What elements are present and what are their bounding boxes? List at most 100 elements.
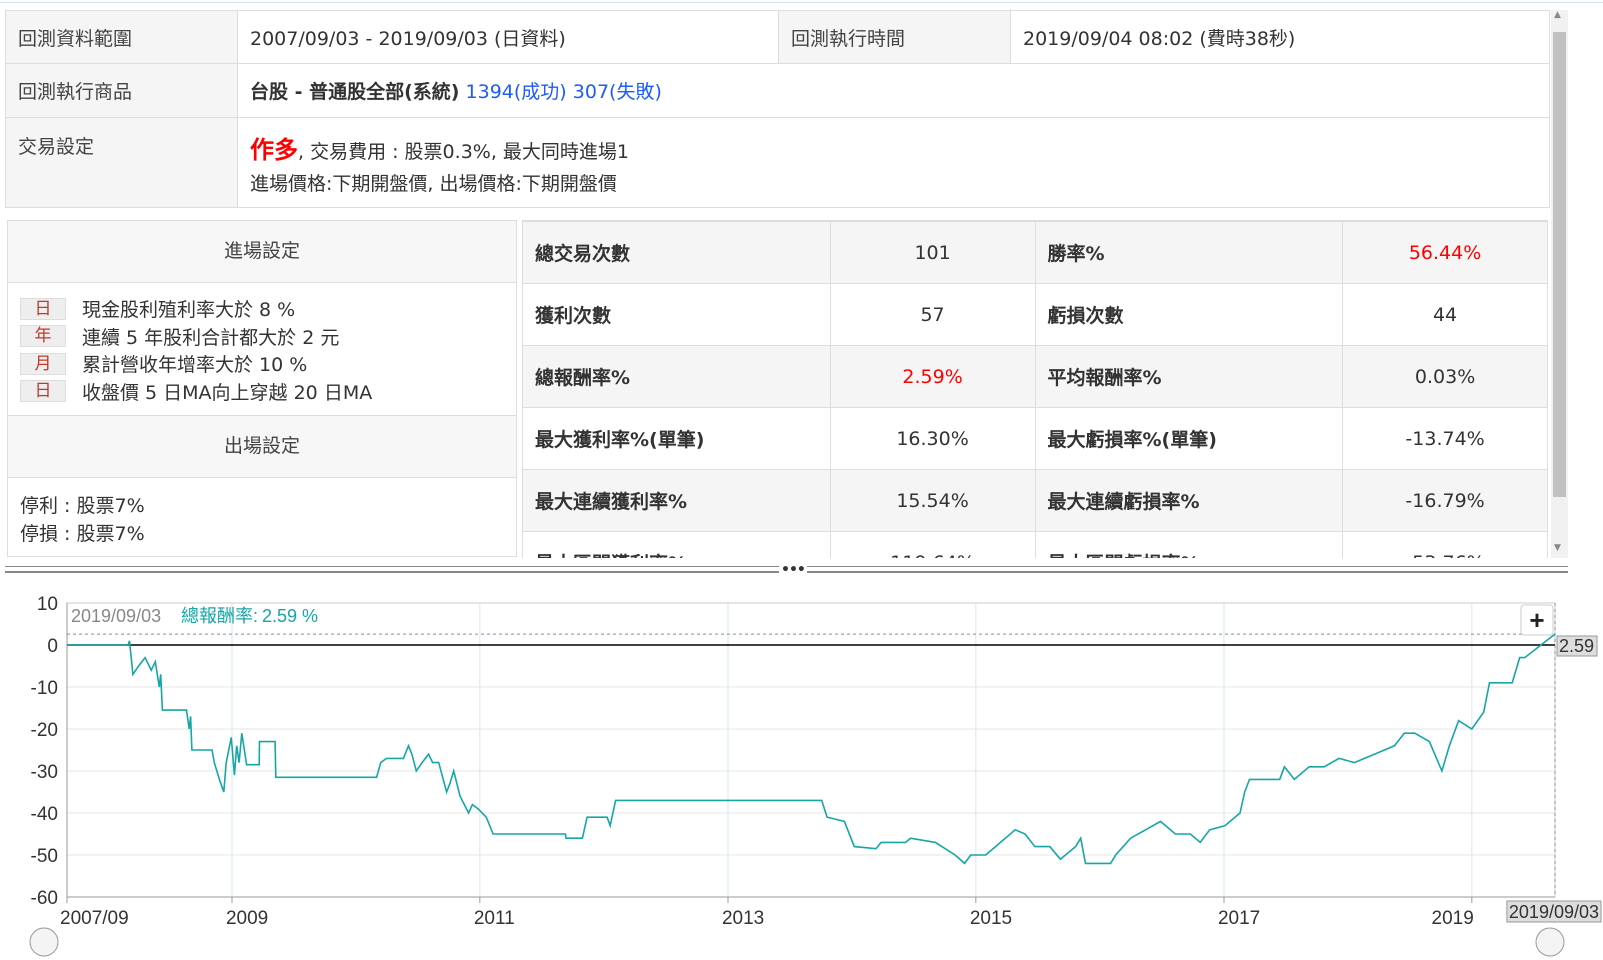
y-tick-label: -30 [31,762,58,783]
condition-item: 月累計營收年增率大於 10 % [8,350,516,378]
frequency-badge: 日 [20,297,66,320]
trade-value: 作多, 交易費用 : 股票0.3%, 最大同時進場1 進場價格:下期開盤價, 出… [237,117,1550,208]
crosshair-date-label: 2019/09/03 [1509,902,1599,922]
stat-value: 57 [829,283,1036,346]
drag-handle-icon[interactable]: ••• [779,562,807,578]
fail-link[interactable]: 307(失敗) [572,81,662,103]
trade-line2: 進場價格:下期開盤價, 出場價格:下期開盤價 [250,172,617,195]
product-name: 台股 - 普通股全部(系統) [250,81,460,103]
product-label: 回測執行商品 [5,63,238,118]
exit-conditions: 停利 : 股票7% 停損 : 股票7% [8,478,516,562]
stats-row: 最大區間獲利率%119.64%最大區間虧損率%-53.76% [522,531,1548,558]
condition-text: 累計營收年增率大於 10 % [82,354,308,377]
x-tick-label: 2013 [722,908,764,929]
y-tick-label: 0 [47,636,58,657]
range-value: 2007/09/03 - 2019/09/03 (日資料) [237,10,779,64]
last-value-label: 2.59 [1559,636,1594,656]
tooltip-date: 2019/09/03 [71,606,161,626]
stat-label: 平均報酬率% [1034,345,1344,408]
trade-direction: 作多 [250,135,298,164]
stat-label: 勝率% [1034,221,1344,284]
x-tick-label: 2011 [474,908,515,929]
entry-conditions: 日現金股利殖利率大於 8 % 年連續 5 年股利合計都大於 2 元 月累計營收年… [8,283,516,416]
x-tick-label: 2007/09 [60,908,129,929]
stat-value: 15.54% [829,469,1036,532]
stats-row: 總交易次數 101 勝率% 56.44% [522,221,1548,284]
top-border [0,0,1603,3]
y-tick-label: -40 [31,804,58,825]
stat-label: 最大連續獲利率% [522,469,831,532]
stat-label: 總報酬率% [522,345,831,408]
stat-label: 最大區間獲利率% [522,531,831,558]
stats-row: 最大連續獲利率% 15.54% 最大連續虧損率% -16.79% [522,469,1548,532]
zoom-button[interactable]: + [1520,604,1554,636]
product-value: 台股 - 普通股全部(系統) 1394(成功) 307(失敗) [237,63,1550,118]
y-tick-label: -20 [31,720,58,741]
condition-text: 現金股利殖利率大於 8 % [82,299,296,322]
y-tick-label: 10 [37,594,58,615]
tooltip-value: 2.59 % [262,606,318,626]
stat-label: 獲利次數 [522,283,831,346]
navigator-left-handle[interactable] [29,927,59,957]
entry-title: 進場設定 [8,221,516,283]
stat-label: 總交易次數 [522,221,831,284]
stat-value: 56.44% [1342,221,1548,284]
x-tick-label: 2015 [970,908,1012,929]
last-value-tag: 2.59 [1556,635,1598,657]
tooltip-label: 總報酬率: [181,606,258,626]
stat-label: 最大虧損率%(單筆) [1034,407,1344,470]
backtest-info-table: 回測資料範圍 2007/09/03 - 2019/09/03 (日資料) 回測執… [5,10,1550,208]
x-tick-label: 2009 [226,908,268,929]
stat-label: 虧損次數 [1034,283,1344,346]
vertical-scrollbar[interactable]: ▲ ▼ [1551,10,1568,558]
plus-icon[interactable]: + [1529,605,1544,635]
y-tick-label: -50 [31,846,58,867]
exit-title: 出場設定 [8,416,516,478]
scroll-up-icon[interactable]: ▲ [1554,10,1561,20]
stat-value: 44 [1342,283,1548,346]
stats-table[interactable]: 總交易次數 101 勝率% 56.44% 獲利次數 57 虧損次數 44 總報酬率% 2.59% 平… [522,220,1548,558]
trade-line1: , 交易費用 : 股票0.3%, 最大同時進場1 [298,140,629,163]
scroll-down-icon[interactable]: ▼ [1554,543,1561,553]
crosshair-date-tag: 2019/09/03 [1506,900,1602,923]
stop-loss: 停損 : 股票7% [20,523,145,545]
frequency-badge: 月 [20,352,66,375]
condition-item: 日收盤價 5 日MA向上穿越 20 日MA [8,378,516,406]
plot-border [66,602,1556,898]
stats-row: 最大獲利率%(單筆) 16.30% 最大虧損率%(單筆) -13.74% [522,407,1548,470]
frequency-badge: 日 [20,380,66,403]
y-tick-label: -10 [31,678,58,699]
success-link[interactable]: 1394(成功) [465,81,567,103]
navigator-right-handle[interactable] [1535,927,1565,957]
stat-value: 101 [829,221,1036,284]
condition-text: 連續 5 年股利合計都大於 2 元 [82,326,340,349]
stats-row: 獲利次數 57 虧損次數 44 [522,283,1548,346]
stat-label: 最大區間虧損率% [1034,531,1344,558]
range-label: 回測資料範圍 [5,10,238,64]
stats-row: 總報酬率% 2.59% 平均報酬率% 0.03% [522,345,1548,408]
stat-label: 最大連續虧損率% [1034,469,1344,532]
settings-panel: 進場設定 日現金股利殖利率大於 8 % 年連續 5 年股利合計都大於 2 元 月… [7,220,517,557]
stat-value: 119.64% [829,531,1036,558]
exec-time-label: 回測執行時間 [778,10,1011,64]
x-tick-label: 2017 [1218,908,1260,929]
stat-value: -13.74% [1342,407,1548,470]
condition-text: 收盤價 5 日MA向上穿越 20 日MA [82,381,373,404]
stat-value: 16.30% [829,407,1036,470]
exec-time-value: 2019/09/04 08:02 (費時38秒) [1010,10,1550,64]
frequency-badge: 年 [20,325,66,348]
y-tick-label: -60 [31,888,58,909]
x-tick-label: 2019 [1432,908,1474,929]
stat-value: -16.79% [1342,469,1548,532]
take-profit: 停利 : 股票7% [20,495,145,517]
scrollbar-thumb[interactable] [1553,32,1566,497]
stat-value: 2.59% [829,345,1036,408]
stat-label: 最大獲利率%(單筆) [522,407,831,470]
condition-item: 日現金股利殖利率大於 8 % [8,295,516,323]
stat-value: 0.03% [1342,345,1548,408]
trade-label: 交易設定 [5,117,238,208]
stat-value: -53.76% [1342,531,1548,558]
series-line [67,633,1556,865]
condition-item: 年連續 5 年股利合計都大於 2 元 [8,323,516,351]
